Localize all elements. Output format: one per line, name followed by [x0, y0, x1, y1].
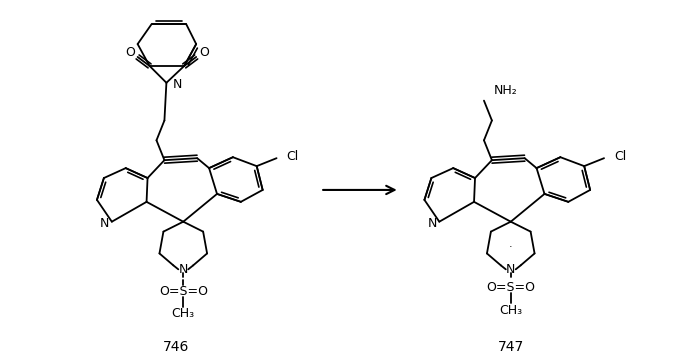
- Text: Cl: Cl: [614, 150, 626, 163]
- Text: 747: 747: [498, 340, 524, 354]
- Text: N: N: [178, 263, 188, 276]
- Text: N: N: [428, 217, 437, 230]
- Text: O: O: [199, 47, 209, 59]
- Text: CH₃: CH₃: [499, 304, 522, 317]
- Text: O=S=O: O=S=O: [487, 281, 535, 294]
- Text: 746: 746: [163, 340, 189, 354]
- Text: N: N: [173, 78, 182, 91]
- Text: ·: ·: [509, 242, 512, 253]
- Text: O=S=O: O=S=O: [159, 285, 208, 298]
- Text: NH₂: NH₂: [494, 84, 518, 97]
- Text: Cl: Cl: [287, 150, 298, 163]
- Text: N: N: [100, 217, 110, 230]
- Text: N: N: [506, 263, 515, 276]
- Text: O: O: [124, 47, 135, 59]
- Text: CH₃: CH₃: [172, 308, 195, 320]
